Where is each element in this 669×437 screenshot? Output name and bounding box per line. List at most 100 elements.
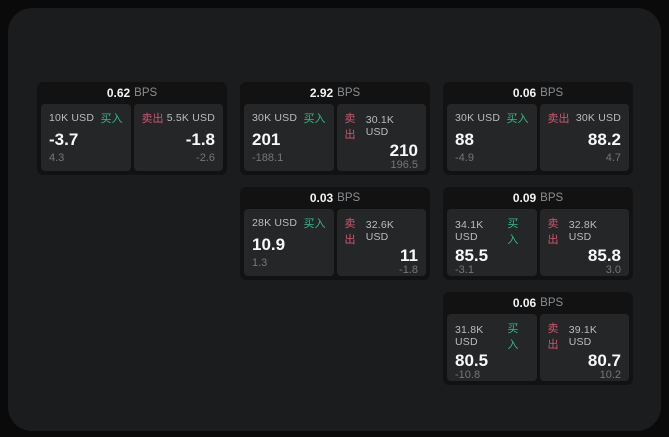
sell-price: 210 — [389, 141, 418, 160]
buy-tile-top-line: 31.8K USD 买入 — [455, 320, 529, 352]
buy-tile-top-line: 10K USD 买入 — [49, 110, 123, 126]
quote-card: 0.03 BPS 28K USD 买入 10.9 1.3 卖出 32.6K US… — [240, 187, 430, 280]
card-header: 0.62 BPS — [37, 82, 227, 104]
quote-card: 2.92 BPS 30K USD 买入 201 -188.1 卖出 30.1K … — [240, 82, 430, 175]
bps-unit-label: BPS — [337, 87, 361, 99]
bps-unit-label: BPS — [540, 87, 564, 99]
buy-notional: 10K USD — [49, 112, 95, 124]
buy-delta-value: 1.3 — [252, 257, 268, 269]
buy-delta-value: -10.8 — [455, 369, 481, 381]
quote-body: 34.1K USD 买入 85.5 -3.1 卖出 32.8K USD 85.8… — [447, 209, 629, 276]
sell-tile[interactable]: 卖出 32.6K USD 11 -1.8 — [336, 209, 426, 276]
bps-unit-label: BPS — [337, 192, 361, 204]
card-header: 0.06 BPS — [443, 292, 633, 314]
sell-notional: 32.6K USD — [365, 219, 395, 243]
sell-price: 80.7 — [587, 351, 621, 370]
bps-unit-label: BPS — [540, 297, 564, 309]
buy-tile[interactable]: 28K USD 买入 10.9 1.3 — [244, 209, 334, 276]
buy-tile-top-line: 30K USD 买入 — [455, 110, 529, 126]
spread-bps-value: 0.62 — [106, 86, 131, 100]
sell-label: 卖出 — [141, 113, 164, 125]
bps-unit-label: BPS — [134, 87, 158, 99]
quote-card: 0.06 BPS 31.8K USD 买入 80.5 -10.8 卖出 39.1… — [443, 292, 633, 385]
quote-body: 28K USD 买入 10.9 1.3 卖出 32.6K USD 11 -1.8 — [244, 209, 426, 276]
sell-delta-value: -1.8 — [399, 264, 418, 276]
spread-bps-value: 0.06 — [512, 86, 537, 100]
buy-delta-value: 4.3 — [49, 152, 65, 164]
buy-notional: 30K USD — [455, 112, 501, 124]
sell-label: 卖出 — [547, 323, 559, 351]
sell-delta-value: 10.2 — [599, 369, 621, 381]
buy-price: 10.9 — [252, 234, 286, 254]
buy-tile-top-line: 34.1K USD 买入 — [455, 215, 529, 247]
sell-notional: 39.1K USD — [568, 324, 598, 348]
buy-tile[interactable]: 30K USD 买入 201 -188.1 — [244, 104, 334, 171]
quote-body: 10K USD 买入 -3.7 4.3 卖出 5.5K USD -1.8 -2.… — [41, 104, 223, 171]
buy-tile-top-line: 28K USD 买入 — [252, 215, 326, 231]
buy-notional: 34.1K USD — [455, 219, 484, 243]
quote-body: 30K USD 买入 201 -188.1 卖出 30.1K USD 210 1… — [244, 104, 426, 171]
spread-bps-value: 2.92 — [309, 86, 334, 100]
buy-delta-value: -188.1 — [252, 152, 284, 164]
buy-label: 买入 — [303, 218, 326, 230]
quote-card: 0.09 BPS 34.1K USD 买入 85.5 -3.1 卖出 32.8K… — [443, 187, 633, 280]
spread-bps-value: 0.03 — [309, 191, 334, 205]
sell-label: 卖出 — [547, 218, 559, 246]
sell-tile[interactable]: 卖出 39.1K USD 80.7 10.2 — [539, 314, 629, 381]
buy-notional: 28K USD — [252, 217, 298, 229]
sell-tile-top-line: 卖出 5.5K USD — [142, 110, 216, 126]
bps-unit-label: BPS — [540, 192, 564, 204]
card-header: 0.06 BPS — [443, 82, 633, 104]
quote-card: 0.06 BPS 30K USD 买入 88 -4.9 卖出 30K USD 8… — [443, 82, 633, 175]
buy-notional: 30K USD — [252, 112, 298, 124]
sell-price: 11 — [400, 246, 418, 265]
sell-delta-value: 196.5 — [390, 159, 418, 171]
sell-delta-value: 3.0 — [605, 264, 621, 276]
sell-tile-top-line: 卖出 39.1K USD — [548, 320, 622, 352]
buy-tile-top-line: 30K USD 买入 — [252, 110, 326, 126]
sell-delta-value: 4.7 — [605, 152, 621, 164]
buy-price: 85.5 — [455, 246, 489, 265]
sell-label: 卖出 — [547, 113, 570, 125]
sell-price: 88.2 — [587, 129, 621, 149]
quote-card: 0.62 BPS 10K USD 买入 -3.7 4.3 卖出 5.5K USD… — [37, 82, 227, 175]
buy-delta-value: -4.9 — [455, 152, 474, 164]
sell-tile-top-line: 卖出 32.6K USD — [345, 215, 419, 247]
buy-label: 买入 — [100, 113, 123, 125]
sell-label: 卖出 — [344, 113, 356, 141]
card-header: 2.92 BPS — [240, 82, 430, 104]
sell-tile[interactable]: 卖出 30.1K USD 210 196.5 — [336, 104, 426, 171]
card-header: 0.03 BPS — [240, 187, 430, 209]
buy-price: 88 — [455, 129, 474, 149]
sell-tile-top-line: 卖出 30K USD — [548, 110, 622, 126]
sell-tile-top-line: 卖出 30.1K USD — [345, 110, 419, 142]
buy-label: 买入 — [507, 323, 519, 351]
sell-tile[interactable]: 卖出 30K USD 88.2 4.7 — [539, 104, 629, 171]
sell-tile[interactable]: 卖出 32.8K USD 85.8 3.0 — [539, 209, 629, 276]
buy-price: 201 — [252, 129, 281, 149]
buy-price: 80.5 — [455, 351, 489, 370]
sell-price: -1.8 — [185, 129, 215, 149]
buy-label: 买入 — [303, 113, 326, 125]
sell-label: 卖出 — [344, 218, 356, 246]
sell-notional: 32.8K USD — [568, 219, 598, 243]
quote-body: 30K USD 买入 88 -4.9 卖出 30K USD 88.2 4.7 — [447, 104, 629, 171]
buy-tile[interactable]: 34.1K USD 买入 85.5 -3.1 — [447, 209, 537, 276]
buy-price: -3.7 — [49, 129, 79, 149]
buy-tile[interactable]: 30K USD 买入 88 -4.9 — [447, 104, 537, 171]
sell-notional: 30.1K USD — [365, 114, 395, 138]
buy-tile[interactable]: 10K USD 买入 -3.7 4.3 — [41, 104, 131, 171]
buy-label: 买入 — [507, 218, 519, 246]
spread-bps-value: 0.06 — [512, 296, 537, 310]
buy-label: 买入 — [506, 113, 529, 125]
sell-notional: 5.5K USD — [166, 112, 215, 124]
buy-tile[interactable]: 31.8K USD 买入 80.5 -10.8 — [447, 314, 537, 381]
sell-notional: 30K USD — [575, 112, 621, 124]
sell-delta-value: -2.6 — [196, 152, 215, 164]
sell-tile[interactable]: 卖出 5.5K USD -1.8 -2.6 — [133, 104, 223, 171]
sell-tile-top-line: 卖出 32.8K USD — [548, 215, 622, 247]
quote-body: 31.8K USD 买入 80.5 -10.8 卖出 39.1K USD 80.… — [447, 314, 629, 381]
buy-delta-value: -3.1 — [455, 264, 474, 276]
buy-notional: 31.8K USD — [455, 324, 484, 348]
